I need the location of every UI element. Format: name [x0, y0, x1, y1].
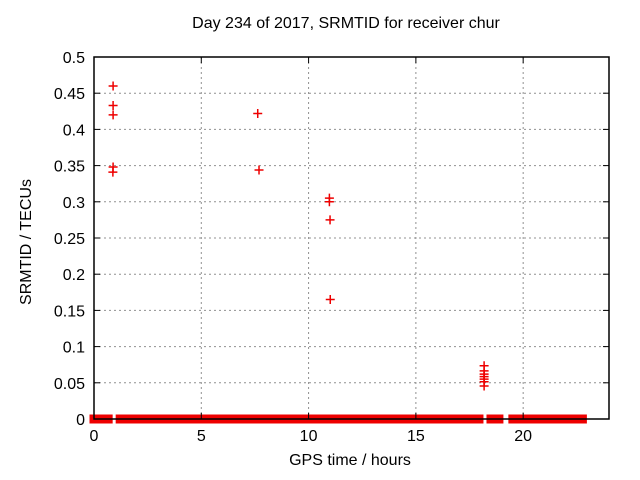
- data-point-marker: [325, 215, 335, 225]
- data-point-marker: [324, 197, 334, 207]
- y-tick-label: 0.25: [54, 231, 85, 248]
- y-tick-label: 0.3: [63, 195, 85, 212]
- y-tick-label: 0.15: [54, 303, 85, 320]
- data-point-marker: [479, 381, 489, 391]
- y-tick-label: 0.45: [54, 86, 85, 103]
- data-point-marker: [108, 110, 118, 120]
- y-tick-label: 0.2: [63, 267, 85, 284]
- y-tick-label: 0.05: [54, 376, 85, 393]
- chart-title: Day 234 of 2017, SRMTID for receiver chu…: [192, 15, 500, 32]
- data-point-marker: [253, 108, 263, 118]
- plot-border: [93, 56, 610, 420]
- data-point-marker: [325, 295, 335, 305]
- data-point-marker: [108, 81, 118, 91]
- y-tick-label: 0.5: [63, 50, 85, 67]
- y-tick-label: 0.35: [54, 159, 85, 176]
- x-tick-label: 10: [300, 428, 318, 445]
- data-point-marker: [108, 101, 118, 111]
- data-point-marker: [108, 167, 118, 177]
- x-tick-label: 20: [514, 428, 532, 445]
- x-tick-label: 0: [90, 428, 99, 445]
- y-tick-label: 0.4: [63, 122, 85, 139]
- data-point-marker: [254, 165, 264, 175]
- x-axis-title: GPS time / hours: [289, 452, 411, 469]
- x-tick-label: 5: [197, 428, 206, 445]
- x-tick-label: 15: [407, 428, 425, 445]
- y-tick-label: 0.1: [63, 340, 85, 357]
- y-tick-label: 0: [76, 412, 85, 429]
